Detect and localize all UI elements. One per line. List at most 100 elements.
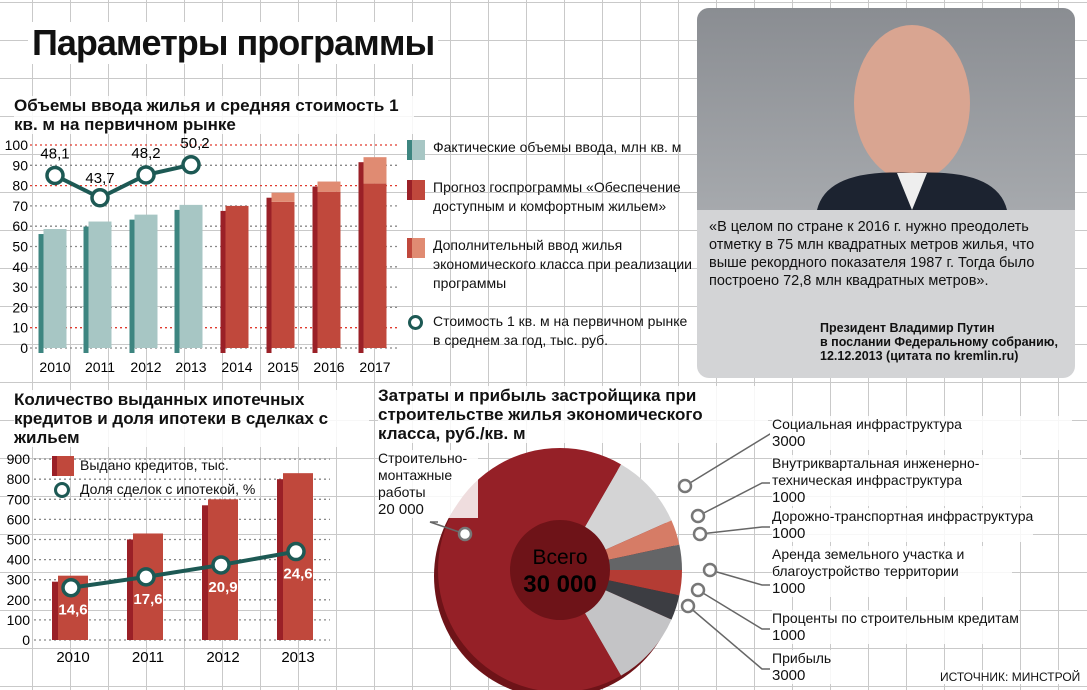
price-point — [45, 165, 65, 186]
y-tick-label: 200 — [7, 592, 31, 608]
leader-dot — [680, 598, 696, 614]
y-tick-label: 40 — [12, 259, 28, 275]
bar-side — [129, 219, 135, 353]
slice-name: Социальная инфраструктура — [772, 416, 962, 432]
bar-side — [83, 226, 89, 353]
donut-label: Проценты по строительным кредитам 1000 — [772, 610, 1019, 644]
slice-value: 1000 — [772, 489, 806, 506]
x-tick-label: 2017 — [359, 359, 390, 375]
bar-actual — [134, 214, 158, 348]
y-tick-label: 50 — [12, 239, 28, 255]
bar-side — [277, 479, 283, 640]
y-tick-label: 500 — [7, 532, 31, 548]
legend-share: Доля сделок с ипотекой, % — [80, 481, 256, 497]
chart1-title: Объемы ввода жилья и средняя стоимость 1… — [14, 96, 414, 134]
donut-center-label: Всего — [532, 546, 587, 569]
chart3-title: Затраты и прибыль застройщика при строит… — [378, 386, 768, 443]
chart1-legend: Фактические объемы ввода, млн кв. м Прог… — [405, 138, 695, 352]
bar-additional — [271, 192, 295, 202]
legend-swatch-actual — [407, 140, 425, 160]
x-tick-label: 2013 — [175, 359, 206, 375]
slice-value: 3000 — [772, 667, 806, 684]
donut-slice — [608, 570, 682, 596]
price-point — [136, 165, 156, 185]
y-tick-label: 800 — [7, 471, 31, 487]
slice-value: 3000 — [772, 433, 806, 450]
bar-actual — [88, 221, 112, 348]
y-tick-label: 300 — [7, 572, 31, 588]
bar-loans — [133, 533, 163, 640]
slice-name: Аренда земельного участка и благоустройс… — [772, 546, 965, 579]
chart1-housing: 0 10 20 30 40 50 60 70 80 90 100 2010 2011 2012 2013 20… — [5, 135, 400, 375]
attribution-line: Президент Владимир Путин — [820, 321, 995, 335]
bar-side — [52, 581, 58, 640]
y-tick-label: 900 — [7, 451, 31, 467]
leader-dot — [690, 508, 706, 524]
leader-line — [684, 433, 770, 487]
leader-dot — [457, 526, 473, 542]
leader-line — [687, 605, 770, 670]
leader-line — [429, 521, 466, 535]
slice-name: Проценты по строительным кредитам — [772, 610, 1019, 626]
leader-line — [699, 526, 770, 535]
quote-attribution: Президент Владимир Путин в послании Федер… — [820, 321, 1058, 363]
y-tick-label: 700 — [7, 491, 31, 507]
y-tick-label: 600 — [7, 511, 31, 527]
attribution-line: в послании Федеральному собранию, — [820, 335, 1058, 349]
donut-slice — [437, 447, 621, 690]
share-point — [61, 577, 81, 598]
share-label: 17,6 — [133, 591, 162, 608]
slice-value: 20 000 — [378, 501, 424, 518]
donut-label: Дорожно-транспортная инфраструктура 1000 — [772, 508, 1034, 542]
donut-center-value: 30 000 — [523, 571, 596, 598]
source-note: ИСТОЧНИК: МИНСТРОЙ — [940, 670, 1081, 684]
leader-line — [697, 482, 770, 517]
legend-price: Стоимость 1 кв. м на первичном рынке в с… — [433, 313, 688, 348]
leader-dot — [690, 582, 706, 598]
x-tick-label: 2012 — [206, 649, 239, 666]
bar-forecast — [317, 191, 341, 348]
y-tick-label: 10 — [12, 320, 28, 336]
bar-side — [266, 197, 272, 353]
bar-side — [174, 209, 180, 353]
legend-marker-price — [408, 315, 423, 330]
bar-actual — [43, 229, 67, 348]
legend-swatch-forecast — [407, 180, 425, 200]
x-tick-label: 2013 — [281, 649, 314, 666]
donut-slice — [585, 590, 672, 676]
attribution-line: 12.12.2013 (цитата по kremlin.ru) — [820, 349, 1019, 363]
share-point — [286, 541, 306, 562]
slice-value: 1000 — [772, 580, 806, 597]
y-tick-label: 0 — [22, 632, 30, 648]
bar-side — [202, 505, 208, 640]
price-label: 43,7 — [85, 170, 114, 187]
donut-label: Строительно-монтажные работы 20 000 — [378, 450, 478, 518]
share-label: 14,6 — [58, 602, 87, 619]
bar-forecast — [363, 183, 387, 348]
share-point — [211, 555, 231, 575]
bar-side — [220, 210, 226, 353]
slice-name: Прибыль — [772, 650, 832, 666]
price-point — [181, 155, 201, 175]
legend-swatch-additional — [407, 238, 425, 258]
bar-side — [38, 234, 44, 353]
portrait-photo — [697, 8, 1075, 210]
page-title: Параметры программы — [28, 22, 439, 64]
donut-label: Внутриквартальная инженерно-техническая … — [772, 455, 1022, 506]
slice-value: 1000 — [772, 525, 806, 542]
x-tick-label: 2011 — [85, 359, 115, 375]
leader-line — [697, 589, 770, 630]
y-tick-label: 20 — [12, 299, 28, 315]
x-tick-label: 2010 — [56, 649, 89, 666]
x-tick-label: 2015 — [267, 359, 298, 375]
bar-side — [312, 186, 318, 353]
price-point — [90, 188, 110, 208]
donut-slice — [608, 544, 682, 570]
y-tick-label: 400 — [7, 552, 31, 568]
legend-forecast: Прогноз госпрограммы «Обеспечение доступ… — [433, 179, 681, 214]
legend-swatch-loans — [52, 456, 74, 476]
bar-additional — [317, 181, 341, 192]
y-tick-label: 100 — [7, 612, 31, 628]
donut-label: Социальная инфраструктура 3000 — [772, 416, 1072, 450]
